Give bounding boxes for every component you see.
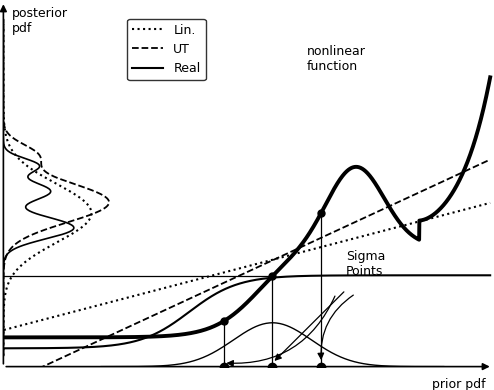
Text: posterior
pdf: posterior pdf — [12, 7, 68, 35]
Text: Sigma
Points: Sigma Points — [346, 250, 385, 278]
Legend: Lin., UT, Real: Lin., UT, Real — [127, 19, 206, 80]
Text: nonlinear
function: nonlinear function — [307, 45, 366, 73]
Text: prior pdf: prior pdf — [432, 378, 485, 390]
